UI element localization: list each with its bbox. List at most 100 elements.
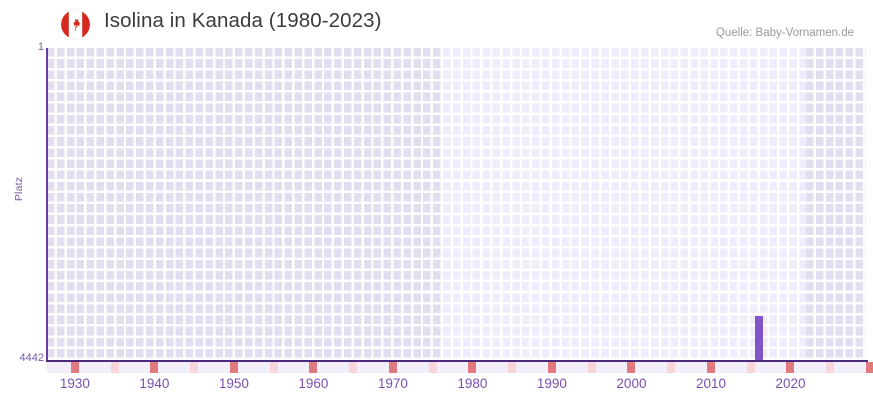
x-tick-cell-minor — [78, 362, 87, 373]
x-axis-tick-labels: 1930 1940 1950 1960 1970 1980 1990 2000 2010 2020 — [47, 376, 866, 398]
x-tick-cell-minor — [373, 362, 381, 373]
x-tick-cell-minor — [722, 362, 731, 373]
x-tick-cell-minor — [404, 362, 413, 373]
x-tick-cell-minor — [818, 362, 827, 373]
x-tick-cell-minor — [86, 362, 95, 373]
x-tick-cell-minor — [452, 362, 461, 373]
x-axis-tick-label: 1950 — [218, 376, 249, 391]
x-tick-cell-minor — [102, 362, 111, 373]
x-tick-cell-major — [706, 362, 715, 373]
x-tick-cell-minor — [420, 362, 429, 373]
x-tick-cell-minor — [357, 362, 366, 373]
x-tick-cell-major — [229, 362, 238, 373]
x-tick-cell-minor — [126, 362, 135, 373]
x-tick-cell-minor — [635, 362, 644, 373]
x-tick-cell-minor — [524, 362, 533, 373]
x-tick-cell-minor — [213, 362, 222, 373]
x-tick-cell-minor — [47, 362, 55, 373]
x-tick-cell-minor — [293, 362, 302, 373]
x-tick-cell-mid — [428, 362, 437, 373]
x-tick-cell-minor — [810, 362, 819, 373]
x-tick-cell-minor — [611, 362, 620, 373]
x-tick-cell-mid — [746, 362, 755, 373]
x-tick-cell-minor — [317, 362, 326, 373]
x-tick-cell-minor — [436, 362, 445, 373]
x-tick-cell-mid — [110, 362, 119, 373]
x-axis-tick-label: 1970 — [377, 376, 408, 391]
x-tick-cell-major — [70, 362, 79, 373]
x-tick-cell-minor — [221, 362, 230, 373]
x-axis-tick-strip — [47, 362, 873, 373]
x-tick-cell-major — [388, 362, 397, 373]
x-tick-cell-minor — [365, 362, 374, 373]
x-tick-cell-major — [786, 362, 795, 373]
x-tick-cell-minor — [460, 362, 469, 373]
x-tick-cell-minor — [396, 362, 405, 373]
x-axis-tick-label: 2020 — [775, 376, 806, 391]
x-tick-cell-minor — [738, 362, 747, 373]
x-tick-cell-minor — [691, 362, 700, 373]
x-tick-cell-mid — [667, 362, 676, 373]
x-tick-cell-minor — [62, 362, 71, 373]
x-tick-cell-minor — [174, 362, 183, 373]
x-tick-cell-minor — [571, 362, 580, 373]
x-tick-cell-minor — [539, 362, 548, 373]
x-tick-cell-minor — [206, 362, 215, 373]
x-tick-cell-minor — [277, 362, 286, 373]
x-tick-cell-minor — [333, 362, 342, 373]
x-tick-cell-minor — [834, 362, 843, 373]
x-tick-cell-minor — [699, 362, 708, 373]
x-tick-cell-minor — [595, 362, 604, 373]
x-tick-cell-minor — [555, 362, 564, 373]
x-tick-cell-mid — [508, 362, 517, 373]
x-axis-tick-label: 2010 — [695, 376, 726, 391]
x-tick-cell-minor — [253, 362, 262, 373]
x-tick-cell-minor — [158, 362, 167, 373]
x-tick-cell-minor — [516, 362, 525, 373]
x-tick-cell-minor — [619, 362, 628, 373]
x-tick-cell-minor — [643, 362, 652, 373]
x-tick-cell-minor — [54, 362, 63, 373]
x-tick-cell-minor — [118, 362, 127, 373]
x-axis-line — [46, 360, 868, 362]
x-axis-tick-label: 1930 — [59, 376, 90, 391]
grid-band-before-range — [47, 48, 443, 360]
x-tick-cell-mid — [269, 362, 278, 373]
x-tick-cell-minor — [166, 362, 175, 373]
x-tick-cell-minor — [842, 362, 851, 373]
x-tick-cell-minor — [476, 362, 485, 373]
x-tick-cell-minor — [94, 362, 103, 373]
x-tick-cell-minor — [675, 362, 684, 373]
x-tick-cell-minor — [850, 362, 859, 373]
plot-area — [47, 48, 866, 360]
x-tick-cell-minor — [579, 362, 588, 373]
x-tick-cell-minor — [770, 362, 779, 373]
x-tick-cell-minor — [500, 362, 509, 373]
x-tick-cell-minor — [532, 362, 541, 373]
y-axis-line — [46, 48, 48, 360]
x-axis-tick-label: 1960 — [298, 376, 329, 391]
x-tick-cell-minor — [794, 362, 803, 373]
grid-band-in-range — [443, 48, 806, 360]
x-tick-cell-minor — [762, 362, 771, 373]
canada-flag-icon — [61, 10, 90, 39]
x-tick-cell-mid — [587, 362, 596, 373]
x-tick-cell-major — [547, 362, 556, 373]
x-axis-tick-label: 1940 — [139, 376, 170, 391]
x-tick-cell-minor — [659, 362, 668, 373]
data-bar[interactable] — [754, 316, 763, 360]
bar-series-layer — [47, 48, 866, 360]
x-tick-cell-minor — [182, 362, 191, 373]
x-tick-cell-mid — [826, 362, 835, 373]
x-tick-cell-minor — [142, 362, 151, 373]
chart-source-label: Quelle: Baby-Vornamen.de — [715, 27, 854, 39]
x-tick-cell-minor — [380, 362, 389, 373]
x-tick-cell-minor — [444, 362, 453, 373]
x-tick-cell-major — [468, 362, 477, 373]
x-tick-cell-mid — [190, 362, 199, 373]
x-tick-cell-minor — [245, 362, 254, 373]
x-tick-cell-minor — [261, 362, 270, 373]
x-tick-cell-minor — [603, 362, 612, 373]
x-axis-tick-label: 1990 — [536, 376, 567, 391]
x-tick-cell-minor — [325, 362, 334, 373]
